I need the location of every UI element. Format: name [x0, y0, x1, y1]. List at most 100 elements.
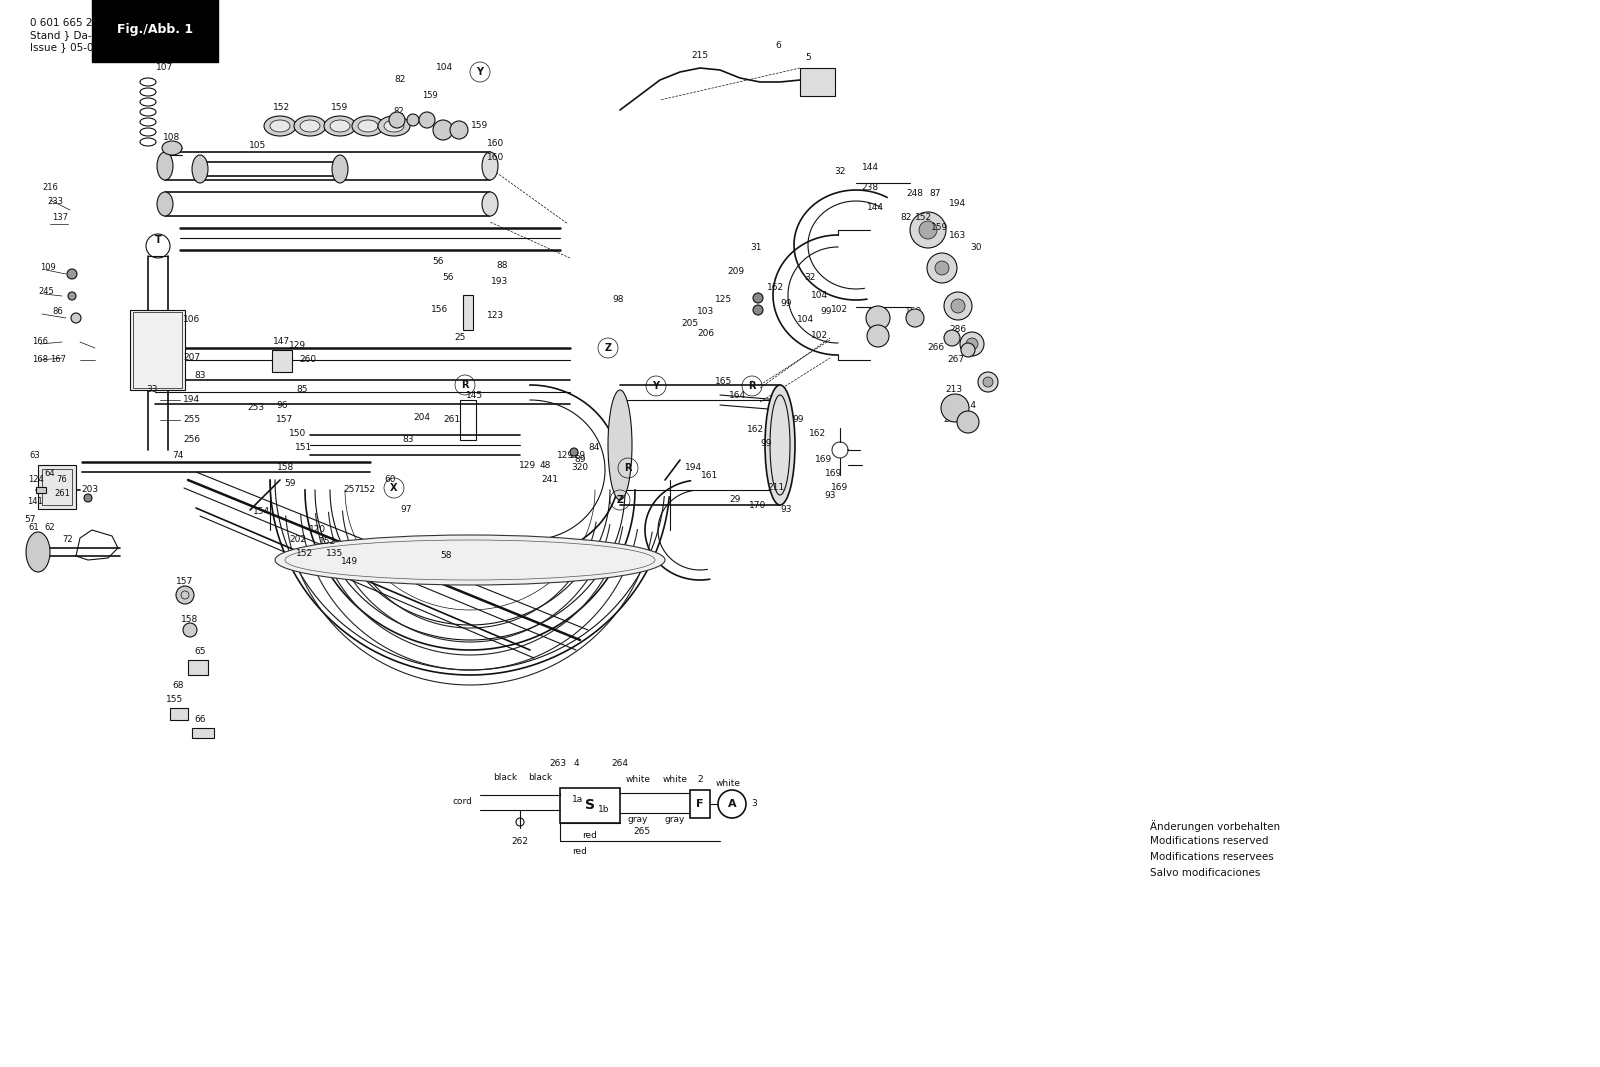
- Text: 137: 137: [51, 213, 67, 223]
- Bar: [192, 728, 214, 738]
- Text: 141: 141: [27, 497, 43, 507]
- Text: 216: 216: [42, 184, 58, 192]
- Circle shape: [450, 121, 467, 139]
- Ellipse shape: [264, 116, 296, 136]
- Text: 93: 93: [824, 491, 835, 499]
- Text: 161: 161: [701, 472, 718, 480]
- Circle shape: [934, 261, 949, 275]
- Text: white: white: [626, 776, 651, 784]
- Bar: [272, 350, 291, 372]
- Text: 241: 241: [541, 476, 558, 484]
- Text: 68: 68: [173, 681, 184, 689]
- Text: 159: 159: [931, 223, 949, 233]
- Text: 124: 124: [29, 476, 43, 484]
- Text: 85: 85: [296, 385, 307, 395]
- Text: F: F: [696, 799, 704, 809]
- Text: 56: 56: [432, 257, 443, 267]
- Ellipse shape: [26, 532, 50, 572]
- Text: 265: 265: [634, 828, 651, 837]
- Ellipse shape: [608, 391, 632, 500]
- Text: 99: 99: [792, 415, 803, 425]
- Text: A: A: [728, 799, 736, 809]
- Text: 266: 266: [928, 344, 944, 352]
- Ellipse shape: [162, 141, 182, 155]
- Text: 65: 65: [194, 648, 206, 656]
- Circle shape: [960, 332, 984, 356]
- Circle shape: [176, 586, 194, 604]
- Text: Salvo modificaciones: Salvo modificaciones: [1150, 867, 1261, 878]
- Text: 169: 169: [832, 483, 848, 493]
- Text: 103: 103: [698, 307, 715, 317]
- Text: 160: 160: [488, 139, 504, 147]
- Text: 214: 214: [960, 401, 976, 411]
- Ellipse shape: [482, 192, 498, 216]
- Text: 97: 97: [400, 506, 411, 514]
- Ellipse shape: [301, 120, 320, 132]
- Circle shape: [754, 305, 763, 315]
- Ellipse shape: [352, 116, 384, 136]
- Circle shape: [944, 292, 973, 320]
- Text: 193: 193: [491, 277, 509, 287]
- Text: Stand } Da-et: Stand } Da-et: [30, 30, 102, 39]
- Text: 102: 102: [832, 305, 848, 315]
- Text: black: black: [528, 774, 552, 782]
- Text: Modifications reservees: Modifications reservees: [1150, 853, 1274, 862]
- Text: 1a: 1a: [573, 796, 584, 805]
- Text: 61: 61: [29, 524, 40, 532]
- Text: 56: 56: [442, 273, 454, 283]
- Circle shape: [434, 120, 453, 140]
- Ellipse shape: [482, 152, 498, 180]
- Text: Z: Z: [605, 343, 611, 353]
- Circle shape: [918, 221, 938, 239]
- Text: 108: 108: [163, 133, 181, 143]
- Text: gray: gray: [627, 815, 648, 825]
- Circle shape: [67, 269, 77, 278]
- Text: 152: 152: [915, 213, 933, 223]
- Text: 169: 169: [816, 456, 832, 464]
- Text: 107: 107: [157, 64, 174, 73]
- Text: 154: 154: [253, 508, 270, 516]
- Text: Fig./Abb. 1: Fig./Abb. 1: [117, 23, 194, 36]
- Text: 261: 261: [443, 415, 461, 425]
- Circle shape: [906, 309, 925, 327]
- Circle shape: [867, 325, 890, 347]
- Text: black: black: [493, 774, 517, 782]
- Text: 60: 60: [384, 476, 395, 484]
- Text: 262: 262: [512, 838, 528, 846]
- Text: 82: 82: [394, 76, 406, 84]
- Text: 87: 87: [930, 190, 941, 198]
- Text: gray: gray: [666, 815, 685, 825]
- Text: 203: 203: [82, 485, 99, 494]
- Text: 145: 145: [467, 391, 483, 399]
- Text: X: X: [390, 483, 398, 493]
- Bar: [690, 790, 710, 818]
- Text: 66: 66: [194, 716, 206, 724]
- Text: 162: 162: [768, 284, 784, 292]
- Bar: [130, 310, 186, 391]
- Text: 245: 245: [38, 287, 54, 297]
- Text: 125: 125: [715, 296, 733, 304]
- Text: red: red: [573, 846, 587, 856]
- Text: 255: 255: [184, 415, 200, 425]
- Text: 150: 150: [290, 430, 307, 439]
- Text: 194: 194: [685, 463, 702, 473]
- Text: 99: 99: [781, 300, 792, 308]
- Text: 158: 158: [181, 616, 198, 624]
- Text: T: T: [155, 235, 162, 245]
- Circle shape: [957, 411, 979, 433]
- Text: 82: 82: [394, 108, 405, 116]
- Text: 93: 93: [781, 506, 792, 514]
- Text: 129: 129: [557, 450, 574, 460]
- Text: 253: 253: [248, 403, 264, 413]
- Text: 158: 158: [277, 463, 294, 473]
- Text: 168: 168: [32, 355, 48, 365]
- Circle shape: [950, 299, 965, 313]
- Text: 286: 286: [949, 325, 966, 334]
- Circle shape: [944, 330, 960, 346]
- Text: Änderungen vorbehalten: Änderungen vorbehalten: [1150, 821, 1280, 832]
- Text: 123: 123: [488, 312, 504, 320]
- Text: 157: 157: [176, 577, 194, 587]
- Text: 129: 129: [520, 461, 536, 469]
- Circle shape: [406, 114, 419, 126]
- Text: 248: 248: [907, 190, 923, 198]
